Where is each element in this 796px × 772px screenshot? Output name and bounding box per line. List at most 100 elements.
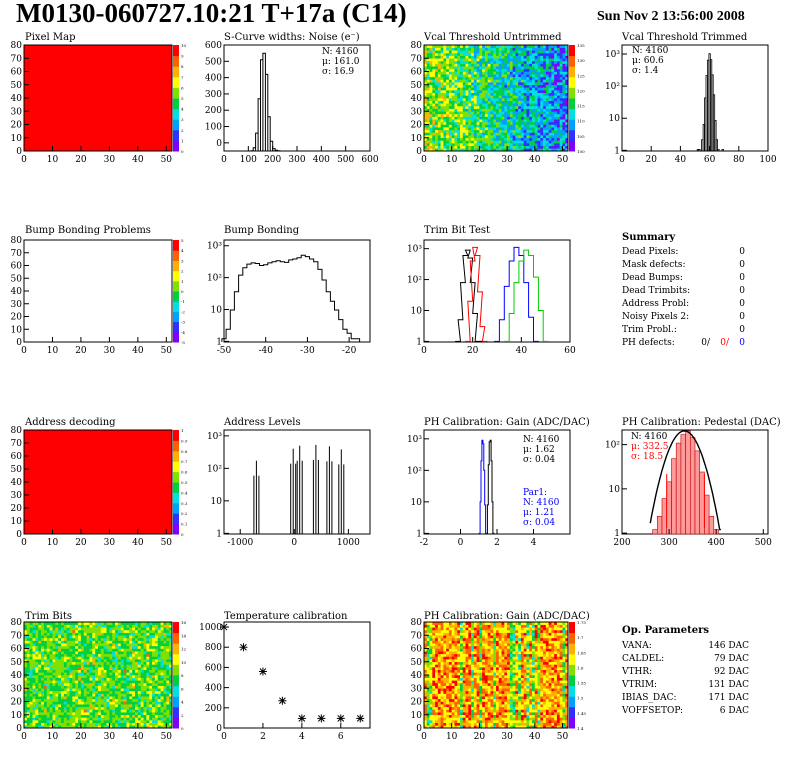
- trim-bits-cell: [55, 682, 59, 686]
- trim-bits-cell: [152, 712, 156, 716]
- trim-bits-cell: [52, 667, 56, 670]
- vcal-untrimmed-cell: [529, 63, 533, 67]
- vcal-untrimmed-cell: [509, 47, 513, 51]
- vcal-untrimmed-cell: [554, 124, 558, 128]
- trim-bits-cell: [69, 648, 73, 652]
- vcal-untrimmed-cell: [490, 74, 494, 78]
- vcal-untrimmed-cell: [529, 76, 533, 80]
- vcal-untrimmed-cell: [476, 68, 480, 72]
- trim-bits-cell: [49, 717, 53, 721]
- vcal-untrimmed-cell: [504, 137, 508, 141]
- vcal-untrimmed-cell: [498, 50, 502, 54]
- trim-bits-cell: [49, 648, 53, 652]
- address-decoding-title: Address decoding: [24, 417, 116, 428]
- trim-bits-cell: [157, 706, 161, 710]
- trim-bits-cell: [98, 645, 102, 649]
- address-decoding-colorbar-label: 0.1: [181, 522, 187, 527]
- trim-bits-cell: [92, 624, 96, 628]
- trim-bits-cell: [52, 720, 56, 723]
- vcal-untrimmed-cell: [487, 132, 491, 136]
- vcal-untrimmed-cell: [512, 52, 516, 56]
- trim-bits-cell: [35, 680, 39, 684]
- trim-bits-cell: [154, 690, 159, 694]
- vcal-untrimmed-cell: [465, 55, 469, 59]
- vcal-untrimmed-cell: [448, 148, 452, 152]
- vcal-untrimmed-cell: [559, 148, 563, 152]
- vcal-untrimmed-cell: [482, 45, 486, 48]
- trim-bits-cell: [38, 648, 42, 652]
- scurve-ytick-label: 400: [205, 74, 222, 84]
- trim-bits-cell: [41, 637, 45, 641]
- ph-gain-map-cell: [424, 690, 428, 694]
- vcal-untrimmed-cell: [460, 76, 464, 80]
- summary-value: 0: [739, 312, 745, 322]
- vcal-untrimmed-cell: [507, 124, 511, 128]
- vcal-untrimmed-cell: [448, 60, 452, 64]
- trim-bits-cell: [109, 659, 113, 663]
- vcal-untrimmed-cell: [484, 119, 488, 123]
- trim-bits-cell: [58, 698, 62, 702]
- bump-problems-colorbar-label: 4: [181, 248, 184, 253]
- trim-bits-cell: [63, 667, 67, 670]
- trim-bits-cell: [143, 659, 147, 663]
- pixel-map-colorbar-cell: [173, 108, 179, 115]
- vcal-untrimmed-cell: [454, 140, 458, 144]
- vcal-untrimmed-cell: [487, 47, 491, 51]
- pixel-map-ytick-label: 80: [11, 41, 23, 51]
- trim-bits-cell: [46, 696, 50, 700]
- ph-gain-map-cell: [424, 714, 428, 718]
- vcal-untrimmed-cell: [496, 127, 500, 131]
- vcal-untrimmed-cell: [526, 121, 530, 125]
- trim-bits-cell: [29, 622, 33, 625]
- vcal-untrimmed-cell: [518, 124, 522, 128]
- trim-bits-cell: [63, 651, 67, 655]
- vcal-trimmed-ytick-label: 1: [614, 146, 620, 156]
- vcal-untrimmed-cell: [424, 100, 428, 104]
- vcal-untrimmed-cell: [487, 121, 491, 125]
- trim-bits-cell: [123, 637, 127, 641]
- trim-bits-cell: [78, 714, 82, 718]
- vcal-untrimmed-cell: [460, 129, 464, 133]
- trim-bits-cell: [154, 659, 159, 663]
- vcal-untrimmed-cell: [498, 90, 502, 93]
- vcal-untrimmed-cell: [443, 121, 447, 125]
- trim-bits-cell: [160, 653, 164, 657]
- vcal-untrimmed-cell: [540, 100, 544, 104]
- trim-bits-cell: [135, 701, 139, 705]
- vcal-untrimmed-cell: [501, 74, 505, 78]
- vcal-untrimmed-cell: [543, 121, 547, 125]
- trim-bits-cell: [41, 669, 45, 673]
- trim-bits-cell: [160, 714, 164, 718]
- vcal-untrimmed-cell: [532, 50, 536, 54]
- vcal-untrimmed-cell: [482, 92, 486, 96]
- trim-bits-cell: [98, 675, 102, 678]
- vcal-untrimmed-cell: [435, 127, 439, 131]
- vcal-untrimmed-cell: [473, 87, 477, 91]
- vcal-untrimmed-cell: [429, 108, 433, 112]
- vcal-untrimmed-cell: [496, 113, 500, 117]
- vcal-untrimmed-cell: [543, 45, 547, 48]
- vcal-untrimmed-cell: [424, 82, 428, 86]
- vcal-untrimmed-cell: [465, 143, 469, 146]
- vcal-untrimmed-cell: [548, 87, 552, 91]
- trim-bits-cell: [166, 643, 170, 647]
- bump-problems-colorbar-cell: [173, 301, 179, 307]
- trim-bits-cell: [66, 675, 70, 678]
- vcal-untrimmed-cell: [501, 58, 505, 62]
- vcal-untrimmed-cell: [507, 98, 511, 101]
- trim-bits-cell: [123, 656, 127, 660]
- vcal-untrimmed-cell: [473, 103, 477, 107]
- trim-bits-cell: [26, 720, 30, 723]
- vcal-untrimmed-cell: [520, 111, 524, 115]
- vcal-untrimmed-cell: [476, 79, 480, 83]
- trim-bits-cell: [129, 635, 133, 639]
- vcal-untrimmed-cell: [484, 98, 488, 101]
- vcal-untrimmed-cell: [515, 143, 519, 146]
- vcal-untrimmed-cell: [437, 129, 441, 133]
- vcal-untrimmed-cell: [556, 124, 560, 128]
- trim-bits-cell: [106, 701, 110, 705]
- vcal-untrimmed-cell: [543, 145, 547, 149]
- trim-bits-cell: [49, 656, 53, 660]
- vcal-untrimmed-cell: [554, 121, 558, 125]
- vcal-untrimmed-cell: [429, 124, 433, 128]
